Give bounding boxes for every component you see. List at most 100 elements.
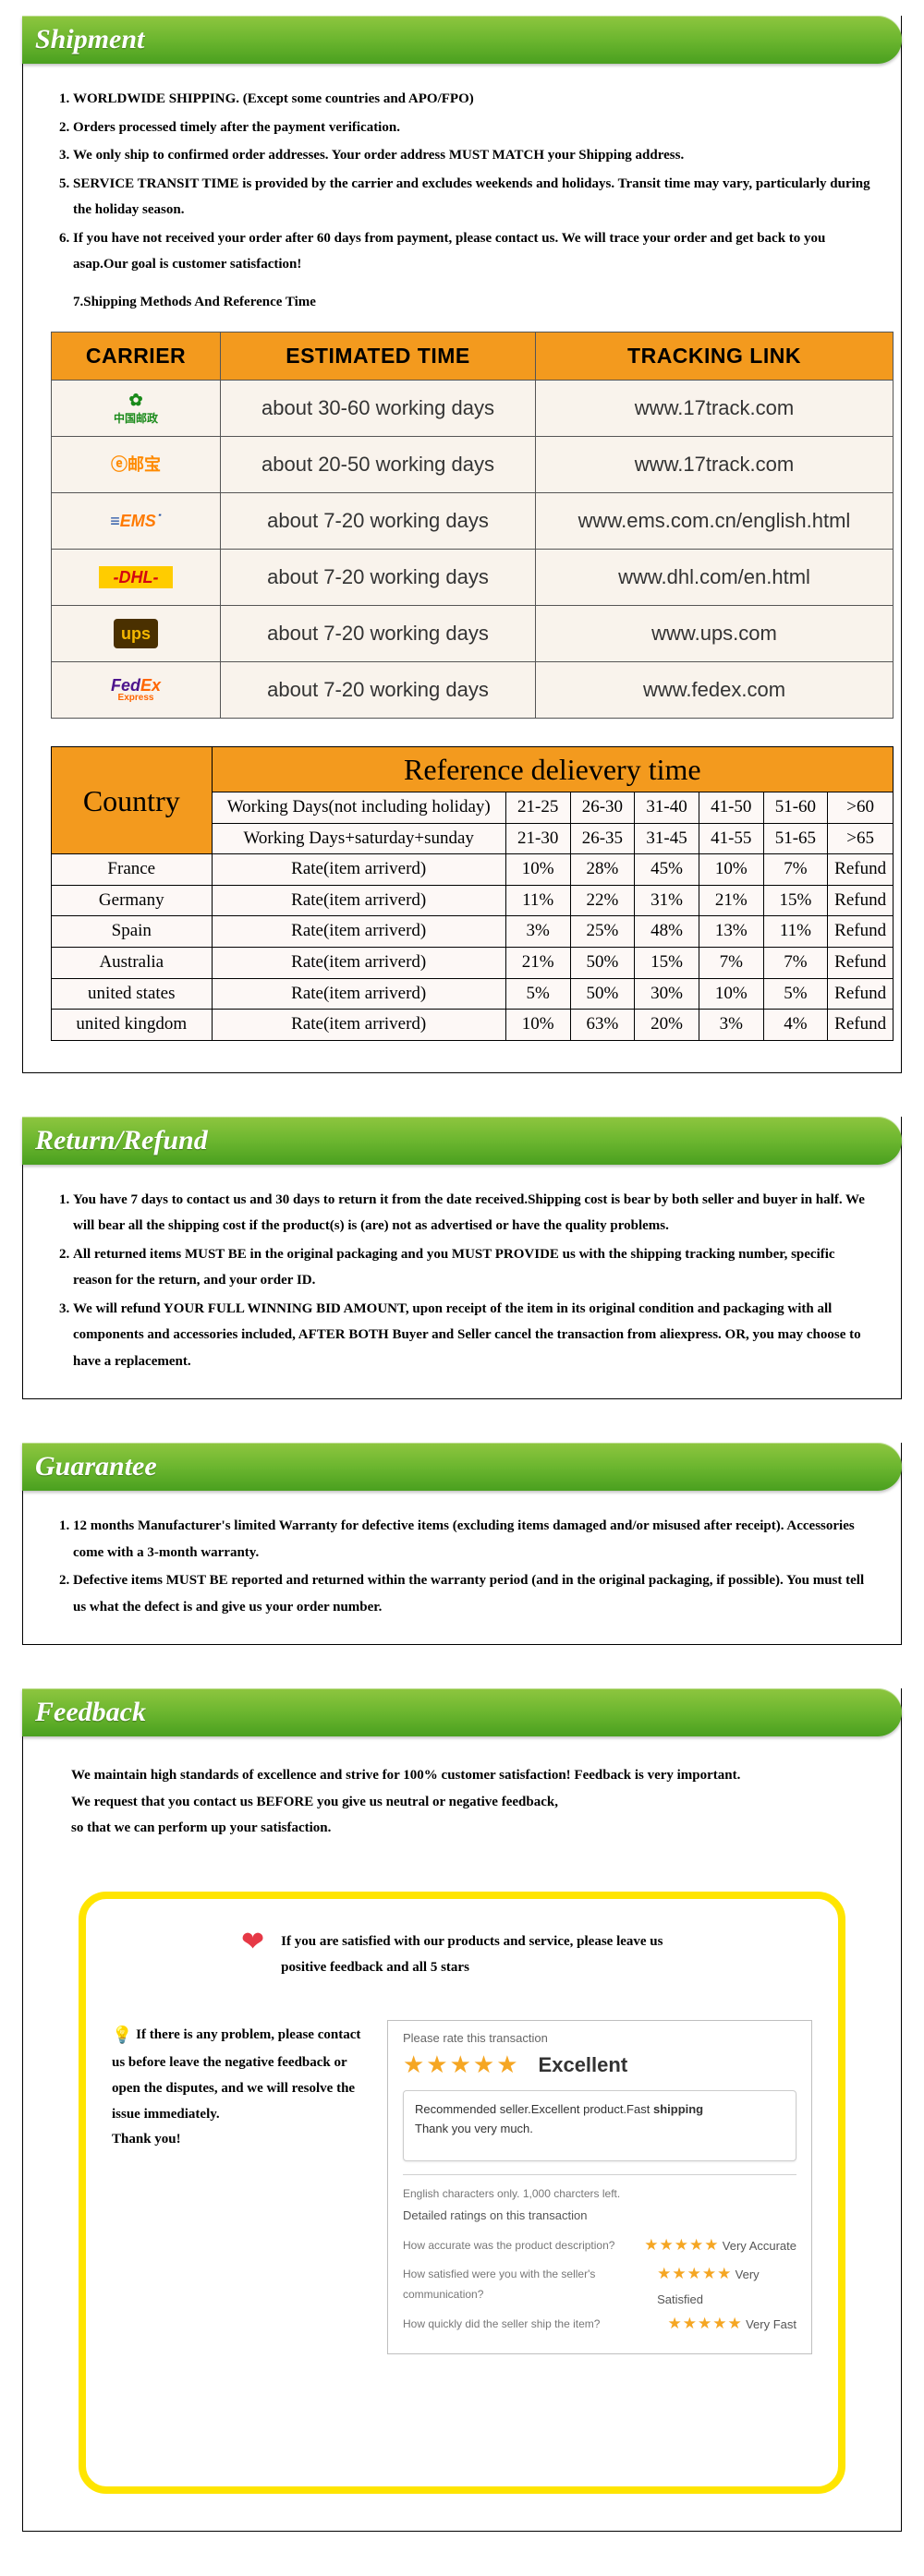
delivery-cell: Refund <box>828 978 894 1010</box>
rating-question: How quickly did the seller ship the item… <box>403 2315 600 2335</box>
rating-quote: Recommended seller.Excellent product.Fas… <box>403 2090 796 2162</box>
chars-left: English characters only. 1,000 charcters… <box>403 2184 796 2205</box>
intro-line: We maintain high standards of excellence… <box>71 1762 864 1789</box>
guarantee-points: 12 months Manufacturer's limited Warrant… <box>51 1513 873 1620</box>
carrier-logo: ✿中国邮政 <box>52 381 221 437</box>
delivery-cell: Refund <box>828 947 894 978</box>
delivery-cell: 20% <box>635 1010 699 1041</box>
shipment-header: Shipment <box>22 16 902 64</box>
delivery-cell: Refund <box>828 1010 894 1041</box>
feedback-title: Feedback <box>22 1688 902 1736</box>
rating-question: How satisfied were you with the seller's… <box>403 2265 657 2304</box>
carrier-logo: ups <box>52 606 221 662</box>
delivery-cell: Rate(item arriverd) <box>212 978 505 1010</box>
delivery-cell: Germany <box>52 885 213 916</box>
list-item: If you have not received your order afte… <box>73 225 873 278</box>
delivery-header-cell: 51-60 <box>763 792 828 824</box>
shipment-title: Shipment <box>22 16 902 64</box>
delivery-header-cell: 41-50 <box>699 792 763 824</box>
carrier-link: www.ems.com.cn/english.html <box>536 493 894 550</box>
delivery-header-cell: 31-45 <box>635 823 699 854</box>
delivery-cell: 28% <box>570 854 635 886</box>
carrier-logo: ≡EMS˙ <box>52 493 221 550</box>
rating-head: Please rate this transaction <box>388 2021 811 2051</box>
rating-answer: Very Accurate <box>723 2239 796 2253</box>
carrier-link: www.fedex.com <box>536 662 894 719</box>
delivery-header-cell: >65 <box>828 823 894 854</box>
delivery-cell: 31% <box>635 885 699 916</box>
list-item: 12 months Manufacturer's limited Warrant… <box>73 1513 873 1566</box>
delivery-cell: united kingdom <box>52 1010 213 1041</box>
guarantee-section: Guarantee 12 months Manufacturer's limit… <box>22 1443 902 1645</box>
feedback-intro: We maintain high standards of excellence… <box>23 1753 901 1869</box>
rating-details: English characters only. 1,000 charcters… <box>388 2175 811 2352</box>
bulb-icon: 💡 <box>112 2026 132 2044</box>
shipment-note7: 7.Shipping Methods And Reference Time <box>51 289 873 316</box>
delivery-cell: 4% <box>763 1010 828 1041</box>
delivery-cell: Rate(item arriverd) <box>212 1010 505 1041</box>
intro-line: so that we can perform up your satisfact… <box>71 1815 864 1842</box>
delivery-cell: Refund <box>828 854 894 886</box>
feedback-section: Feedback We maintain high standards of e… <box>22 1688 902 2532</box>
delivery-cell: 25% <box>570 916 635 948</box>
return-title: Return/Refund <box>22 1117 902 1165</box>
delivery-cell: united states <box>52 978 213 1010</box>
carrier-th: ESTIMATED TIME <box>221 333 536 381</box>
shipment-points: WORLDWIDE SHIPPING. (Except some countri… <box>51 86 873 278</box>
delivery-cell: 21% <box>505 947 570 978</box>
feedback-yellow-box: ❤ If you are satisfied with our products… <box>79 1892 845 2494</box>
delivery-header-cell: 26-30 <box>570 792 635 824</box>
delivery-cell: 10% <box>505 1010 570 1041</box>
delivery-cell: 50% <box>570 978 635 1010</box>
carrier-logo: -DHL- <box>52 550 221 606</box>
carrier-th: TRACKING LINK <box>536 333 894 381</box>
delivery-title: Reference delievery time <box>212 747 893 792</box>
delivery-cell: 45% <box>635 854 699 886</box>
delivery-header-cell: 51-65 <box>763 823 828 854</box>
list-item: Orders processed timely after the paymen… <box>73 115 873 141</box>
delivery-cell: 5% <box>763 978 828 1010</box>
heart-icon: ❤ <box>241 1929 264 1956</box>
delivery-cell: 10% <box>505 854 570 886</box>
stars-icon: ★★★★★ <box>668 2315 743 2332</box>
delivery-header-cell: 21-25 <box>505 792 570 824</box>
delivery-cell: Refund <box>828 885 894 916</box>
carrier-table: CARRIER ESTIMATED TIME TRACKING LINK ✿中国… <box>51 332 894 719</box>
delivery-cell: 5% <box>505 978 570 1010</box>
shipment-section: Shipment WORLDWIDE SHIPPING. (Except som… <box>22 16 902 1073</box>
delivery-cell: France <box>52 854 213 886</box>
delivery-cell: Rate(item arriverd) <box>212 916 505 948</box>
intro-line: We request that you contact us BEFORE yo… <box>71 1789 864 1816</box>
delivery-cell: 50% <box>570 947 635 978</box>
return-section: Return/Refund You have 7 days to contact… <box>22 1117 902 1400</box>
delivery-table: Country Reference delievery time Working… <box>51 746 894 1041</box>
delivery-header-cell: 41-55 <box>699 823 763 854</box>
delivery-header-cell: 21-30 <box>505 823 570 854</box>
satisfy-text: If you are satisfied with our products a… <box>281 1929 687 1981</box>
carrier-time: about 7-20 working days <box>221 550 536 606</box>
carrier-time: about 20-50 working days <box>221 437 536 493</box>
rating-question: How accurate was the product description… <box>403 2236 614 2256</box>
delivery-cell: 7% <box>763 854 828 886</box>
excellent-label: Excellent <box>539 2055 628 2075</box>
delivery-cell: 13% <box>699 916 763 948</box>
guarantee-header: Guarantee <box>22 1443 902 1491</box>
list-item: WORLDWIDE SHIPPING. (Except some countri… <box>73 86 873 113</box>
delivery-header-cell: >60 <box>828 792 894 824</box>
stars-icon: ★★★★★ <box>644 2236 719 2254</box>
delivery-cell: Spain <box>52 916 213 948</box>
detail-head: Detailed ratings on this transaction <box>403 2205 796 2226</box>
carrier-time: about 7-20 working days <box>221 493 536 550</box>
rating-card: Please rate this transaction ★★★★★ Excel… <box>387 2020 812 2354</box>
delivery-cell: 7% <box>763 947 828 978</box>
list-item: Defective items MUST BE reported and ret… <box>73 1567 873 1620</box>
delivery-cell: 10% <box>699 978 763 1010</box>
problem-text: 💡 If there is any problem, please contac… <box>103 2020 371 2153</box>
list-item: You have 7 days to contact us and 30 day… <box>73 1187 873 1240</box>
return-points: You have 7 days to contact us and 30 day… <box>51 1187 873 1375</box>
delivery-header-cell: Working Days(not including holiday) <box>212 792 505 824</box>
delivery-cell: 21% <box>699 885 763 916</box>
delivery-cell: 3% <box>699 1010 763 1041</box>
carrier-link: www.17track.com <box>536 437 894 493</box>
stars-icon: ★★★★★ <box>403 2051 520 2079</box>
